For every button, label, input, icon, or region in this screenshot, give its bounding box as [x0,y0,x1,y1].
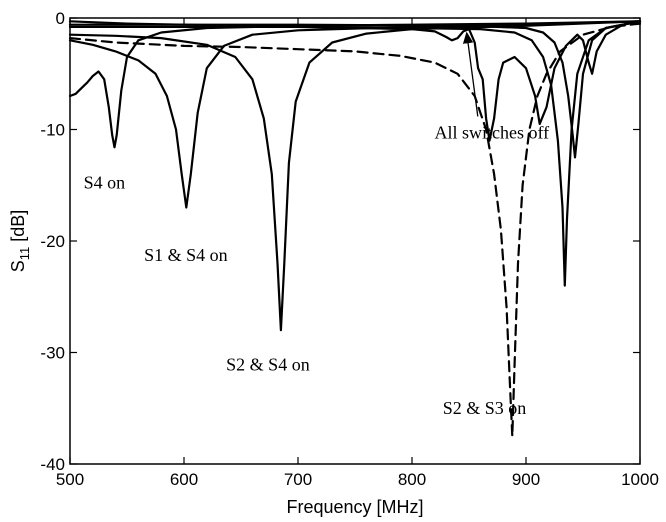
series-line-1 [68,20,642,142]
y-axis-label-unit: [dB] [8,210,28,247]
y-tick-label: -40 [40,455,65,474]
annotation-label-2: S4 on [84,173,126,193]
annotation-layer: All switches off S4 on S1 & S4 on S2 & S4 o… [84,31,549,418]
y-axis-label: S11 [dB] [8,210,32,273]
y-tick-label: 0 [56,9,65,28]
x-axis-ticks: 500 600 700 800 900 1000 [56,18,659,489]
y-axis-label-main: S [8,260,28,272]
x-tick-label: 1000 [621,470,659,489]
x-tick-label: 800 [398,470,426,489]
y-tick-label: -30 [40,344,65,363]
x-tick-label: 500 [56,470,84,489]
series-line-4 [68,20,642,332]
y-axis-ticks: 0 -10 -20 -30 -40 [40,9,640,474]
x-tick-label: 700 [284,470,312,489]
plot-frame [69,17,641,465]
series-line-5 [68,22,642,438]
annotation-label-4: S2 & S4 on [226,354,310,374]
y-axis-label-sub: 11 [17,247,32,261]
series-line-6 [68,20,642,287]
x-tick-label: 600 [170,470,198,489]
series-layer [68,20,642,438]
y-tick-label: -10 [40,121,65,140]
annotation-label-5: S2 & S3 on [443,398,527,418]
series-line-7 [68,20,642,159]
y-tick-label: -20 [40,232,65,251]
x-tick-label: 900 [512,470,540,489]
annotation-label-1: All switches off [434,122,549,142]
annotation-arrow [462,31,479,117]
series-line-3 [68,20,642,209]
series-line-2 [68,20,642,149]
annotation-label-3: S1 & S4 on [144,245,228,265]
x-axis-label: Frequency [MHz] [286,497,423,517]
